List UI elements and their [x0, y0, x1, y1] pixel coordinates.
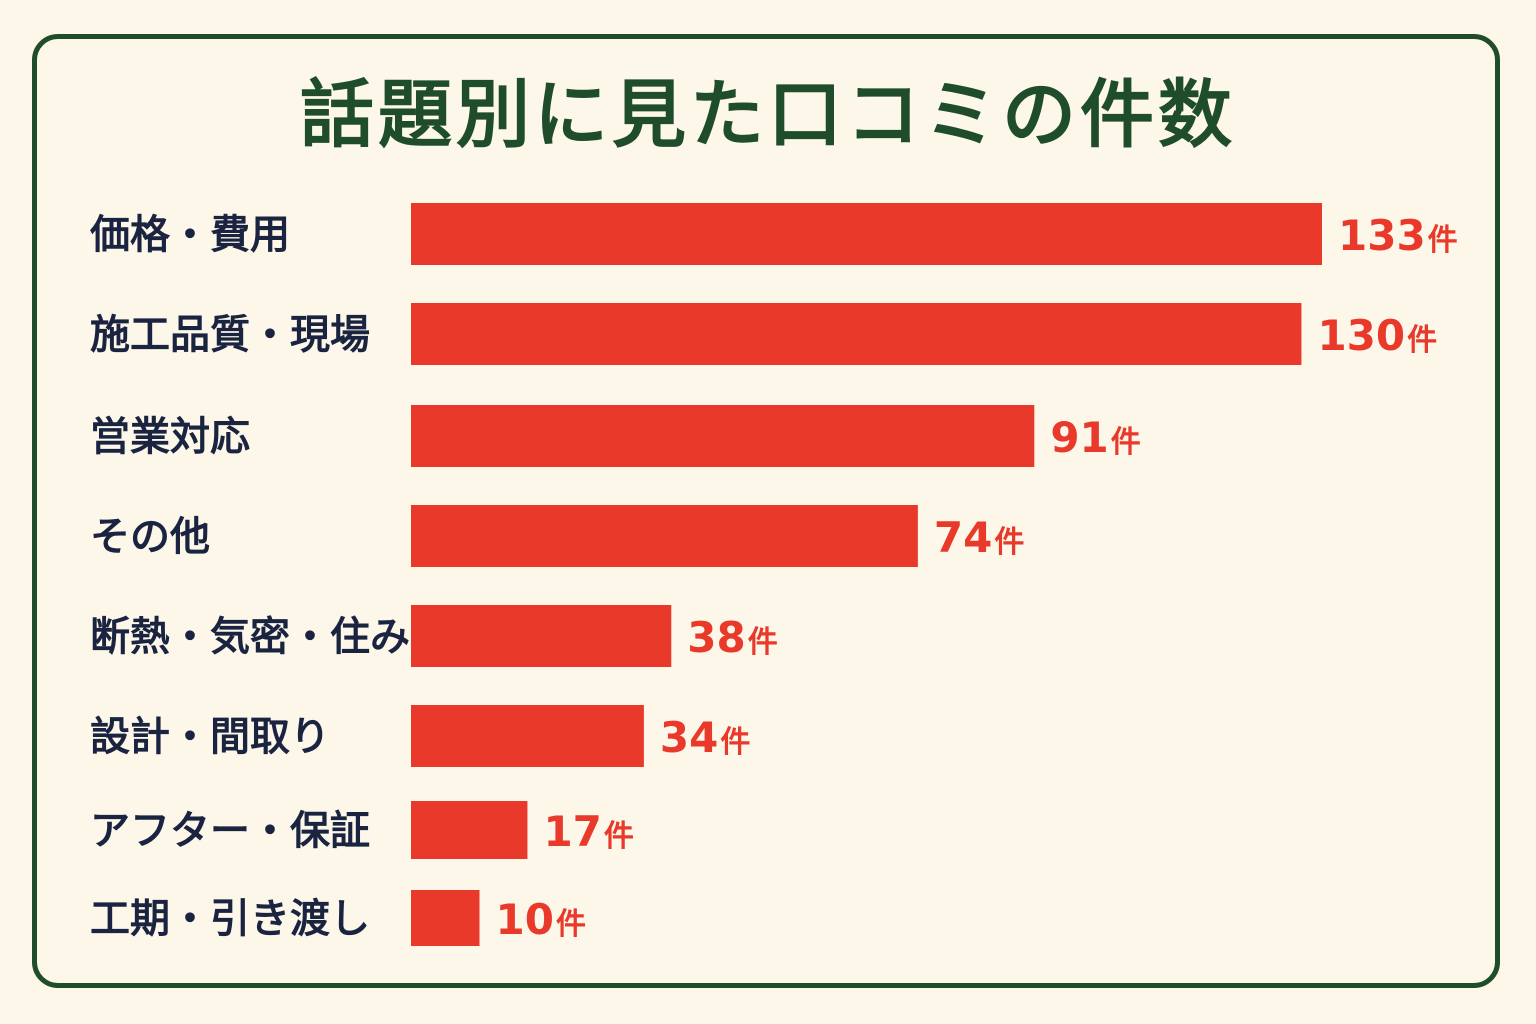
category-label: 設計・間取り [90, 714, 330, 760]
value-number: 38 [687, 613, 745, 662]
bar [411, 705, 644, 767]
value-label: 38件 [687, 613, 777, 662]
category-label: 価格・費用 [89, 212, 290, 258]
value-unit: 件 [556, 907, 586, 942]
category-label: アフター・保証 [90, 808, 370, 854]
chart-title: 話題別に見た口コミの件数 [300, 72, 1236, 158]
value-number: 91 [1050, 413, 1108, 462]
value-unit: 件 [720, 725, 750, 760]
value-unit: 件 [994, 525, 1024, 560]
bar [411, 801, 528, 859]
value-label: 34件 [660, 713, 750, 762]
value-unit: 件 [1407, 323, 1437, 358]
value-number: 10 [495, 895, 553, 944]
value-unit: 件 [748, 625, 778, 660]
bar [411, 405, 1035, 467]
value-label: 130件 [1317, 311, 1437, 360]
bar [411, 505, 918, 567]
value-unit: 件 [604, 819, 634, 854]
value-label: 10件 [495, 895, 585, 944]
value-label: 91件 [1050, 413, 1140, 462]
value-label: 17件 [543, 807, 633, 856]
value-label: 74件 [934, 513, 1024, 562]
value-number: 34 [660, 713, 718, 762]
category-label: 工期・引き渡し [90, 896, 370, 942]
value-number: 130 [1317, 311, 1405, 360]
value-number: 74 [934, 513, 992, 562]
value-number: 133 [1338, 211, 1426, 260]
bar [411, 890, 480, 946]
bar [411, 605, 672, 667]
value-number: 17 [543, 807, 601, 856]
value-label: 133件 [1338, 211, 1458, 260]
category-label: 営業対応 [90, 414, 250, 460]
category-label: その他 [90, 514, 210, 560]
category-label: 施工品質・現場 [90, 312, 370, 358]
value-unit: 件 [1428, 223, 1458, 258]
bar [411, 203, 1322, 265]
bar [411, 303, 1302, 365]
value-unit: 件 [1111, 425, 1141, 460]
